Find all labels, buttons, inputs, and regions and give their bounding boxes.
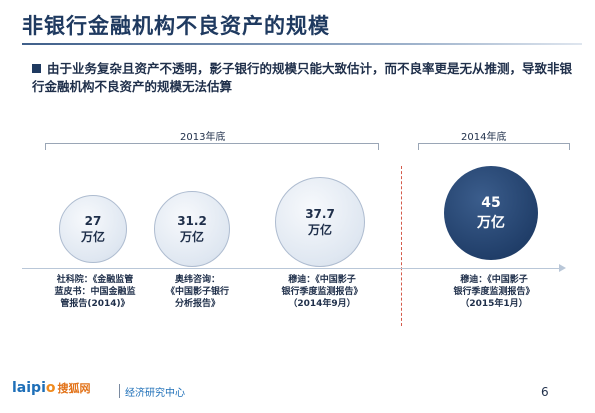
source-note-2: 奥纬咨询： 《中国影子银行 分析报告》	[150, 274, 245, 310]
footer-center-label: 经济研究中心	[125, 388, 185, 399]
period-bracket-2013	[45, 143, 379, 150]
title-underline	[22, 43, 582, 45]
source-line: 银行季度监测报告》	[281, 287, 363, 297]
source-line: 穆迪：《中国影子	[460, 275, 528, 285]
bullet-text-block: 由于业务复杂且资产不透明，影子银行的规模只能大致估计，而不良率更是无从推测，导致…	[32, 60, 577, 96]
value-unit: 万亿	[477, 215, 505, 231]
source-line: 穆迪：《中国影子	[288, 275, 356, 285]
value-circle-1: 27 万亿	[59, 195, 127, 263]
page-number: 6	[541, 385, 549, 399]
bullet-text: 由于业务复杂且资产不透明，影子银行的规模只能大致估计，而不良率更是无从推测，导致…	[32, 61, 573, 94]
source-line: 社科院：《金融监管	[56, 275, 134, 285]
source-line: 分析报告》	[174, 299, 220, 309]
period-label-2013: 2013年底	[180, 132, 226, 143]
value-circle-3: 37.7 万亿	[275, 177, 365, 267]
value-circle-4-highlight: 45 万亿	[444, 166, 538, 260]
logo-text: laipi	[12, 380, 46, 396]
period-divider	[401, 166, 402, 326]
logo-brand: 搜狐网	[57, 382, 91, 395]
timeline-axis	[22, 268, 562, 269]
source-note-1: 社科院：《金融监管 蓝皮书：中国金融监 管报告(2014)》	[40, 274, 150, 310]
value-number: 37.7	[305, 207, 335, 221]
value-number: 45	[481, 195, 501, 211]
period-bracket-2014	[418, 143, 570, 150]
footer-logo: laipio 搜狐网	[12, 380, 91, 396]
value-number: 27	[84, 214, 102, 228]
footer-separator	[119, 384, 120, 398]
source-line: （2014年9月）	[288, 299, 356, 309]
page-title: 非银行金融机构不良资产的规模	[22, 14, 330, 38]
source-note-3: 穆迪：《中国影子 银行季度监测报告》 （2014年9月）	[268, 274, 376, 310]
source-line: 管报告(2014)》	[60, 299, 130, 309]
source-note-4: 穆迪：《中国影子 银行季度监测报告》 （2015年1月）	[440, 274, 548, 310]
source-line: 奥纬咨询：	[174, 275, 220, 285]
value-unit: 万亿	[80, 230, 105, 244]
logo-o: o	[45, 380, 56, 396]
source-line: 《中国影子银行	[165, 287, 229, 297]
value-number: 31.2	[177, 214, 207, 228]
source-line: 银行季度监测报告》	[453, 287, 535, 297]
period-label-2014: 2014年底	[461, 132, 507, 143]
source-line: 蓝皮书：中国金融监	[54, 287, 136, 297]
value-unit: 万亿	[179, 230, 204, 244]
value-unit: 万亿	[307, 223, 332, 237]
source-line: （2015年1月）	[460, 299, 528, 309]
timeline-arrow-icon	[559, 264, 566, 272]
value-circle-2: 31.2 万亿	[154, 191, 230, 267]
bullet-square-icon	[32, 64, 41, 73]
